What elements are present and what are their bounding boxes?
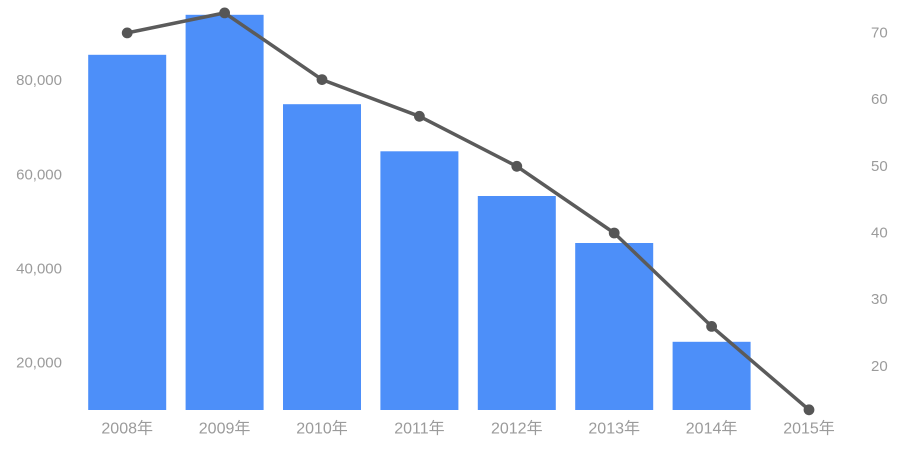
bar-2014年	[672, 341, 751, 410]
line-point-2009年	[219, 7, 231, 19]
line-point-2012年	[511, 160, 523, 172]
x-axis-label-2011年: 2011年	[394, 420, 444, 438]
trend-line	[125, 11, 811, 412]
line-point-2011年	[414, 110, 425, 122]
x-axis-label-2008年: 2008年	[101, 420, 153, 438]
x-axis-label-2013年: 2013年	[588, 420, 640, 438]
bar-2011年	[380, 151, 459, 411]
left-axis-tick-label: 20,000	[16, 355, 62, 372]
x-axis-label-2009年: 2009年	[199, 420, 251, 438]
left-axis-tick-label: 80,000	[16, 72, 62, 89]
line-point-2010年	[316, 74, 328, 85]
line-point-2014年	[706, 321, 717, 332]
right-axis-tick-label: 20	[871, 358, 888, 375]
x-axis-label-2014年: 2014年	[686, 420, 738, 438]
x-axis-label-2015年: 2015年	[783, 420, 835, 438]
bar-2008年	[88, 54, 167, 411]
x-axis-label-2010年: 2010年	[296, 420, 348, 438]
right-axis-tick-label: 40	[871, 225, 888, 242]
line-point-2015年	[803, 404, 815, 416]
right-axis-tick-label: 60	[871, 91, 888, 108]
line-point-2008年	[121, 27, 133, 39]
bar-2009年	[185, 14, 264, 411]
bar-2013年	[575, 243, 654, 410]
x-axis-label-2012年: 2012年	[491, 420, 543, 438]
bar-2012年	[477, 196, 556, 410]
right-axis-tick-label: 50	[871, 158, 888, 175]
line-point-2013年	[608, 227, 620, 239]
bar-2010年	[283, 104, 361, 410]
left-axis-tick-label: 40,000	[16, 260, 62, 277]
right-axis-tick-label: 70	[871, 24, 888, 41]
right-axis-tick-label: 30	[871, 291, 888, 308]
left-axis-tick-label: 60,000	[16, 166, 62, 183]
